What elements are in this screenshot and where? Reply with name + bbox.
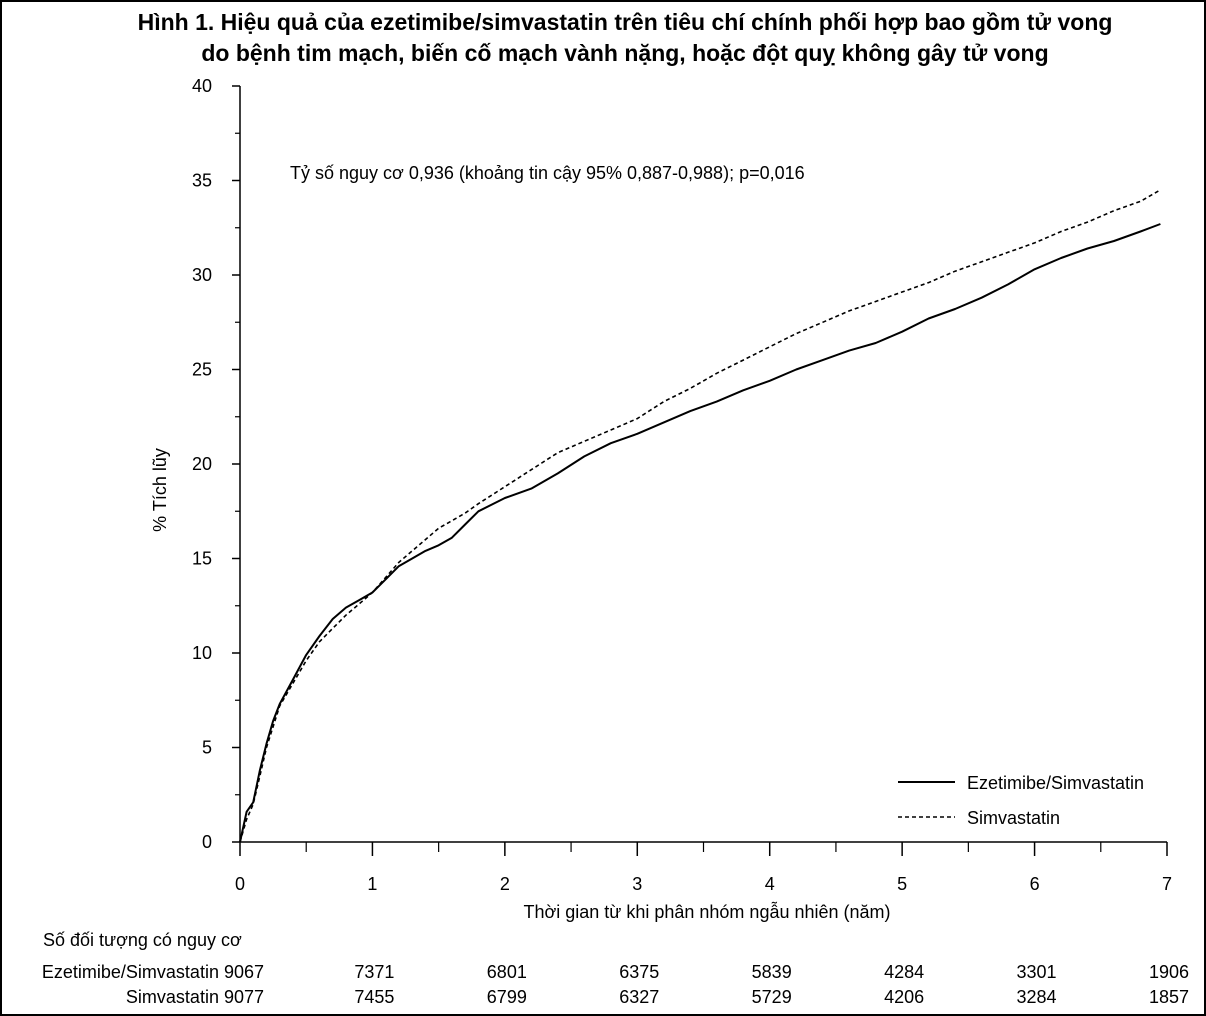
y-tick-label-2: 10 bbox=[192, 643, 212, 663]
x-tick-label-0: 0 bbox=[235, 874, 245, 894]
risk-value-row1-year2: 6801 bbox=[486, 962, 527, 982]
series-line-simvastatin bbox=[239, 189, 1161, 843]
x-tick-label-2: 2 bbox=[500, 874, 510, 894]
risk-value-row2-year6: 3284 bbox=[1016, 987, 1057, 1007]
y-tick-label-6: 30 bbox=[192, 265, 212, 285]
figure-title-line-2: do bệnh tim mạch, biến cố mạch vành nặng… bbox=[201, 40, 1049, 66]
y-tick-label-4: 20 bbox=[192, 454, 212, 474]
risk-value-row2-year7: 1857 bbox=[1148, 987, 1189, 1007]
x-tick-label-7: 7 bbox=[1162, 874, 1172, 894]
chart-series bbox=[239, 189, 1161, 843]
figure-title-line-1: Hình 1. Hiệu quả của ezetimibe/simvastat… bbox=[137, 9, 1113, 35]
hazard-ratio-annotation: Tỷ số nguy cơ 0,936 (khoảng tin cậy 95% … bbox=[290, 163, 805, 183]
risk-row-label-simvastatin: Simvastatin 9077 bbox=[125, 987, 264, 1007]
risk-value-row2-year1: 7455 bbox=[354, 987, 395, 1007]
legend-label-ezetimibe-simvastatin: Ezetimibe/Simvastatin bbox=[967, 773, 1144, 793]
x-tick-label-3: 3 bbox=[632, 874, 642, 894]
y-tick-label-5: 25 bbox=[192, 360, 212, 380]
risk-value-row2-year2: 6799 bbox=[486, 987, 527, 1007]
risk-value-row2-year5: 4206 bbox=[884, 987, 925, 1007]
risk-value-row1-year1: 7371 bbox=[354, 962, 395, 982]
chart-axes: 0 5 10 15 20 25 30 35 40 0 1 2 3 4 5 6 7 bbox=[192, 76, 1172, 894]
x-tick-label-4: 4 bbox=[765, 874, 775, 894]
y-tick-label-1: 5 bbox=[202, 738, 212, 758]
x-tick-label-6: 6 bbox=[1030, 874, 1040, 894]
risk-value-row1-year5: 4284 bbox=[884, 962, 925, 982]
x-tick-label-1: 1 bbox=[367, 874, 377, 894]
legend: Ezetimibe/Simvastatin Simvastatin bbox=[898, 773, 1144, 828]
risk-value-row1-year3: 6375 bbox=[619, 962, 660, 982]
x-axis-label: Thời gian từ khi phân nhóm ngẫu nhiên (n… bbox=[523, 901, 890, 922]
risk-table-header: Số đối tượng có nguy cơ bbox=[43, 930, 242, 950]
y-tick-label-0: 0 bbox=[202, 832, 212, 852]
risk-value-row2-year3: 6327 bbox=[619, 987, 660, 1007]
y-tick-label-8: 40 bbox=[192, 76, 212, 96]
y-tick-label-3: 15 bbox=[192, 549, 212, 569]
risk-value-row1-year6: 3301 bbox=[1016, 962, 1057, 982]
risk-row-label-ezetimibe-simvastatin: Ezetimibe/Simvastatin 9067 bbox=[41, 962, 264, 982]
series-line-ezetimibe-simvastatin bbox=[239, 223, 1161, 843]
risk-value-row1-year7: 1906 bbox=[1148, 962, 1189, 982]
y-axis-label: % Tích lũy bbox=[150, 448, 170, 532]
legend-label-simvastatin: Simvastatin bbox=[967, 808, 1060, 828]
risk-value-row2-year4: 5729 bbox=[751, 987, 792, 1007]
y-tick-label-7: 35 bbox=[192, 171, 212, 191]
risk-value-row1-year4: 5839 bbox=[751, 962, 792, 982]
x-tick-label-5: 5 bbox=[897, 874, 907, 894]
